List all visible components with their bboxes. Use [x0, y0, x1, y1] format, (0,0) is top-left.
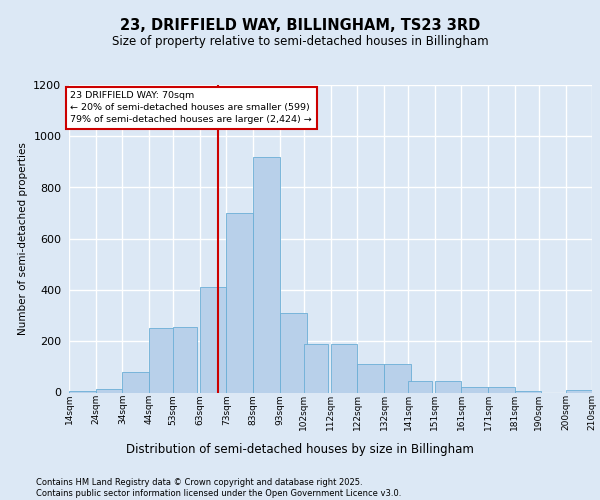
Bar	[331, 344, 357, 393]
Bar	[95, 388, 122, 392]
Bar	[253, 157, 280, 392]
Text: Contains HM Land Registry data © Crown copyright and database right 2025.
Contai: Contains HM Land Registry data © Crown c…	[36, 478, 401, 498]
Y-axis label: Number of semi-detached properties: Number of semi-detached properties	[17, 142, 28, 335]
Bar	[384, 364, 410, 392]
Bar	[461, 388, 488, 392]
Bar	[304, 344, 328, 393]
Text: 23 DRIFFIELD WAY: 70sqm
← 20% of semi-detached houses are smaller (599)
79% of s: 23 DRIFFIELD WAY: 70sqm ← 20% of semi-de…	[70, 92, 312, 124]
Bar	[149, 328, 176, 392]
Bar	[69, 391, 95, 392]
Bar	[408, 381, 432, 392]
Bar	[515, 391, 541, 392]
Bar	[280, 313, 307, 392]
Text: Size of property relative to semi-detached houses in Billingham: Size of property relative to semi-detach…	[112, 35, 488, 48]
Bar	[226, 213, 253, 392]
Bar	[357, 364, 384, 392]
Bar	[566, 390, 592, 392]
Text: 23, DRIFFIELD WAY, BILLINGHAM, TS23 3RD: 23, DRIFFIELD WAY, BILLINGHAM, TS23 3RD	[120, 18, 480, 32]
Bar	[435, 381, 461, 392]
Bar	[200, 288, 226, 393]
Text: Distribution of semi-detached houses by size in Billingham: Distribution of semi-detached houses by …	[126, 442, 474, 456]
Bar	[173, 327, 197, 392]
Bar	[122, 372, 149, 392]
Bar	[488, 388, 515, 392]
